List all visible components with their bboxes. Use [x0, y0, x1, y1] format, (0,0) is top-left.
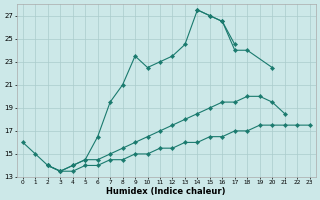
X-axis label: Humidex (Indice chaleur): Humidex (Indice chaleur) [107, 187, 226, 196]
